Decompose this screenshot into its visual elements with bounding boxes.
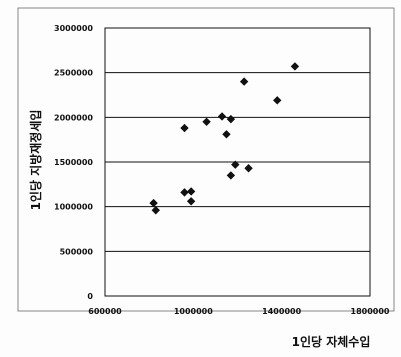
x-tick-labels: 600000 1000000 1400000 1800000 [88,307,390,316]
x-axis-title: 1인당 자체수입 [292,334,371,349]
data-point-marker [290,62,300,71]
data-point-marker [180,188,189,197]
data-point-marker [217,112,227,121]
plot-area-frame [104,27,371,297]
y-axis-title: 1인당 지방재정세입 [28,110,43,211]
data-point-marker [151,206,160,215]
x-tick-label: 1000000 [174,307,213,316]
y-tick-label: 1500000 [54,158,93,167]
data-point-marker [180,123,189,133]
data-point-marker [149,198,158,208]
y-tick-labels: 0 500000 1000000 1500000 2000000 2500000 30000… [54,24,93,301]
data-point-marker [186,187,196,196]
data-point-marker [239,77,249,86]
x-tick-label: 1800000 [351,307,390,316]
data-point-marker [231,160,240,169]
y-tick-label: 500000 [60,247,94,256]
y-tick-label: 3000000 [54,24,93,33]
y-tick-label: 1000000 [54,203,93,212]
gridlines [105,72,370,252]
y-tick-label: 2500000 [54,69,93,78]
data-point-marker [222,130,231,139]
x-tick-label: 600000 [88,307,122,316]
data-points [149,62,300,215]
y-tick-label: 0 [87,292,93,301]
data-point-marker [186,197,196,206]
data-point-marker [202,117,211,126]
data-point-marker [273,96,282,105]
x-tick-label: 1400000 [262,307,301,316]
y-tick-label: 2000000 [54,113,93,122]
data-point-marker [226,114,236,124]
data-point-marker [244,164,253,173]
chart-outer-frame [17,7,395,312]
data-point-marker [226,171,236,180]
